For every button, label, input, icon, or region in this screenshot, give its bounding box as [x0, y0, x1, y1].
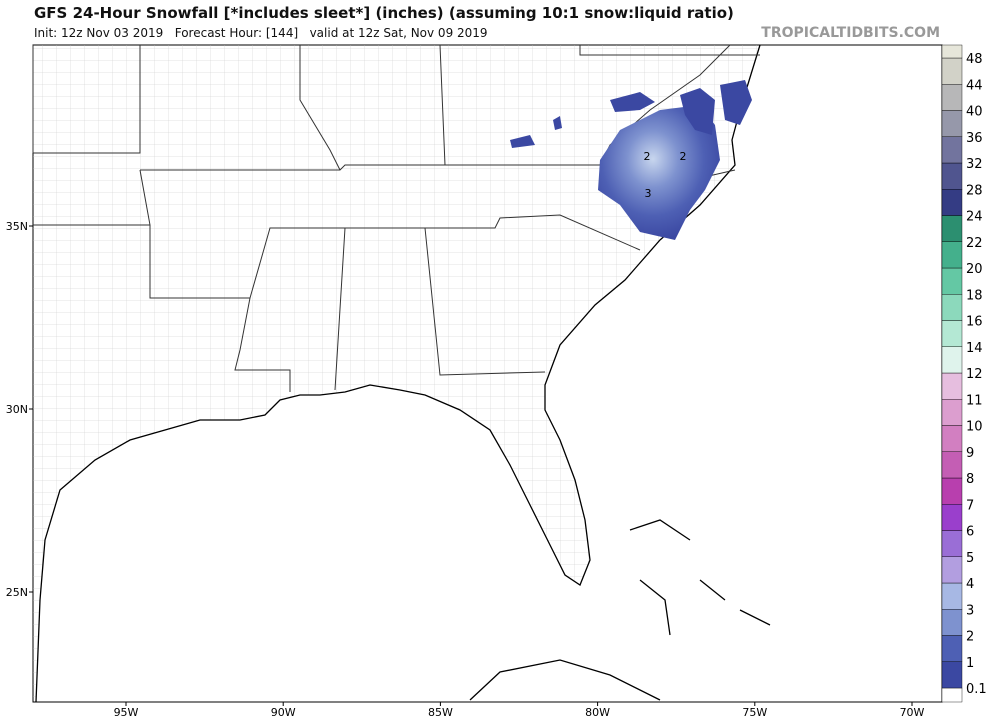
- colorbar-cell: [941, 504, 963, 531]
- colorbar-label: 24: [966, 210, 983, 225]
- source: TROPICALTIDBITS.COM: [761, 25, 940, 41]
- colorbar-label: 1: [966, 656, 974, 671]
- colorbar-label: 11: [966, 393, 983, 408]
- lon-label: 95W: [114, 706, 139, 719]
- colorbar-cell: [941, 320, 963, 347]
- colorbar-label: 5: [966, 551, 974, 566]
- colorbar-label: 2: [966, 630, 974, 645]
- colorbar-label: 44: [966, 78, 983, 93]
- colorbar-cell: [941, 661, 963, 689]
- snow-area: [598, 105, 720, 240]
- contour-label: 2: [680, 150, 687, 163]
- colorbar-cell: [941, 215, 963, 242]
- colorbar-cell: [941, 189, 963, 216]
- colorbar-label: 9: [966, 446, 974, 461]
- contour-label: 2: [644, 150, 651, 163]
- colorbar-label: 12: [966, 367, 983, 382]
- colorbar-cell: [941, 687, 963, 703]
- coastline: [35, 44, 761, 703]
- map: [32, 44, 943, 703]
- colorbar-label: 6: [966, 525, 974, 540]
- colorbar-label: 28: [966, 183, 983, 198]
- colorbar-label: 16: [966, 315, 983, 330]
- colorbar-label: 20: [966, 262, 983, 277]
- colorbar-cell: [941, 136, 963, 164]
- colorbar-label: 4: [966, 577, 974, 592]
- colorbar: 0.11234567891011121416182022242832364044…: [941, 44, 987, 703]
- lon-label: 85W: [428, 706, 453, 719]
- colorbar-label: 22: [966, 236, 983, 251]
- lat-label: 25N: [6, 586, 28, 599]
- lon-label: 70W: [900, 706, 925, 719]
- lat-label: 35N: [6, 220, 28, 233]
- colorbar-cell: [941, 84, 963, 111]
- colorbar-cell: [941, 267, 963, 295]
- colorbar-cell: [941, 425, 963, 452]
- colorbar-cell: [941, 635, 963, 662]
- colorbar-label: 18: [966, 288, 983, 303]
- state-lines: [32, 44, 760, 392]
- colorbar-cell: [941, 372, 963, 400]
- colorbar-label: 8: [966, 472, 974, 487]
- colorbar-cell: [941, 44, 963, 59]
- contour-label: 3: [645, 187, 652, 200]
- colorbar-label: 48: [966, 52, 983, 67]
- colorbar-cell: [941, 57, 963, 85]
- colorbar-cell: [941, 110, 963, 137]
- land: [33, 45, 760, 702]
- colorbar-cell: [941, 294, 963, 321]
- colorbar-label: 0.1: [966, 682, 987, 697]
- subtitle: Init: 12z Nov 03 2019 Forecast Hour: [14…: [34, 26, 488, 40]
- lon-label: 80W: [585, 706, 610, 719]
- colorbar-cell: [941, 346, 963, 374]
- colorbar-label: 14: [966, 341, 983, 356]
- colorbar-cell: [941, 399, 963, 426]
- lon-label: 75W: [742, 706, 767, 719]
- snow-area: [510, 80, 752, 148]
- title: GFS 24-Hour Snowfall [*includes sleet*] …: [34, 4, 734, 22]
- colorbar-cell: [941, 556, 963, 584]
- islands: [469, 519, 771, 701]
- colorbar-label: 32: [966, 157, 983, 172]
- colorbar-cell: [941, 582, 963, 610]
- colorbar-label: 40: [966, 105, 983, 120]
- lat-label: 30N: [6, 403, 28, 416]
- lon-label: 90W: [271, 706, 296, 719]
- colorbar-cell: [941, 477, 963, 505]
- colorbar-label: 7: [966, 498, 974, 513]
- colorbar-cell: [941, 162, 963, 190]
- colorbar-label: 10: [966, 420, 983, 435]
- colorbar-label: 36: [966, 131, 983, 146]
- colorbar-cell: [941, 241, 963, 269]
- colorbar-cell: [941, 530, 963, 557]
- colorbar-cell: [941, 451, 963, 479]
- colorbar-cell: [941, 609, 963, 636]
- colorbar-label: 3: [966, 603, 974, 618]
